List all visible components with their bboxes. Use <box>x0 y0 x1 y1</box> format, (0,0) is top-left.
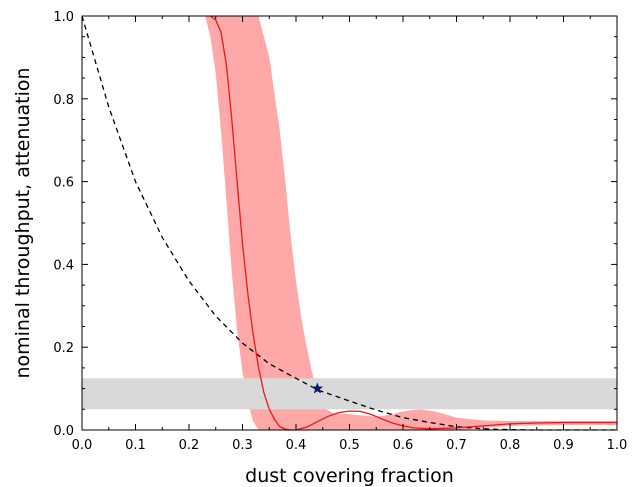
tick-labels-layer: 0.0 0.1 0.2 0.3 0.4 0.5 0.6 0.7 0.8 0.9 1.0 0.0 0.2 0… <box>53 10 627 453</box>
bands-layer <box>82 16 617 430</box>
x-tick-label: 0.9 <box>553 438 574 453</box>
star-marker <box>311 382 324 394</box>
x-tick-label: 1.0 <box>607 438 628 453</box>
x-tick-label: 0.8 <box>500 438 521 453</box>
lines-layer <box>81 15 617 431</box>
attenuation-curve <box>81 15 617 431</box>
target-range-band <box>82 378 617 410</box>
y-axis-label: nominal throughput, attenuation <box>12 67 34 378</box>
ticks-layer <box>81 15 618 431</box>
throughput-curve <box>210 15 617 431</box>
x-tick-label: 0.5 <box>339 438 360 453</box>
x-tick-label: 0.0 <box>72 438 93 453</box>
x-tick-label: 0.1 <box>125 438 146 453</box>
y-tick-label: 0.2 <box>53 341 74 356</box>
throughput-uncertainty-band <box>183 16 617 430</box>
x-tick-label: 0.6 <box>393 438 414 453</box>
x-tick-label: 0.2 <box>179 438 200 453</box>
y-tick-label: 0.4 <box>53 258 74 273</box>
x-axis-label: dust covering fraction <box>245 465 454 487</box>
y-tick-label: 0.0 <box>53 424 74 439</box>
plot-background <box>82 16 617 430</box>
y-tick-label: 0.8 <box>53 93 74 108</box>
x-tick-label: 0.3 <box>232 438 253 453</box>
markers-layer <box>311 382 324 394</box>
x-tick-label: 0.4 <box>286 438 307 453</box>
y-tick-label: 0.6 <box>53 176 74 191</box>
y-tick-label: 1.0 <box>53 10 74 25</box>
x-tick-label: 0.7 <box>446 438 467 453</box>
